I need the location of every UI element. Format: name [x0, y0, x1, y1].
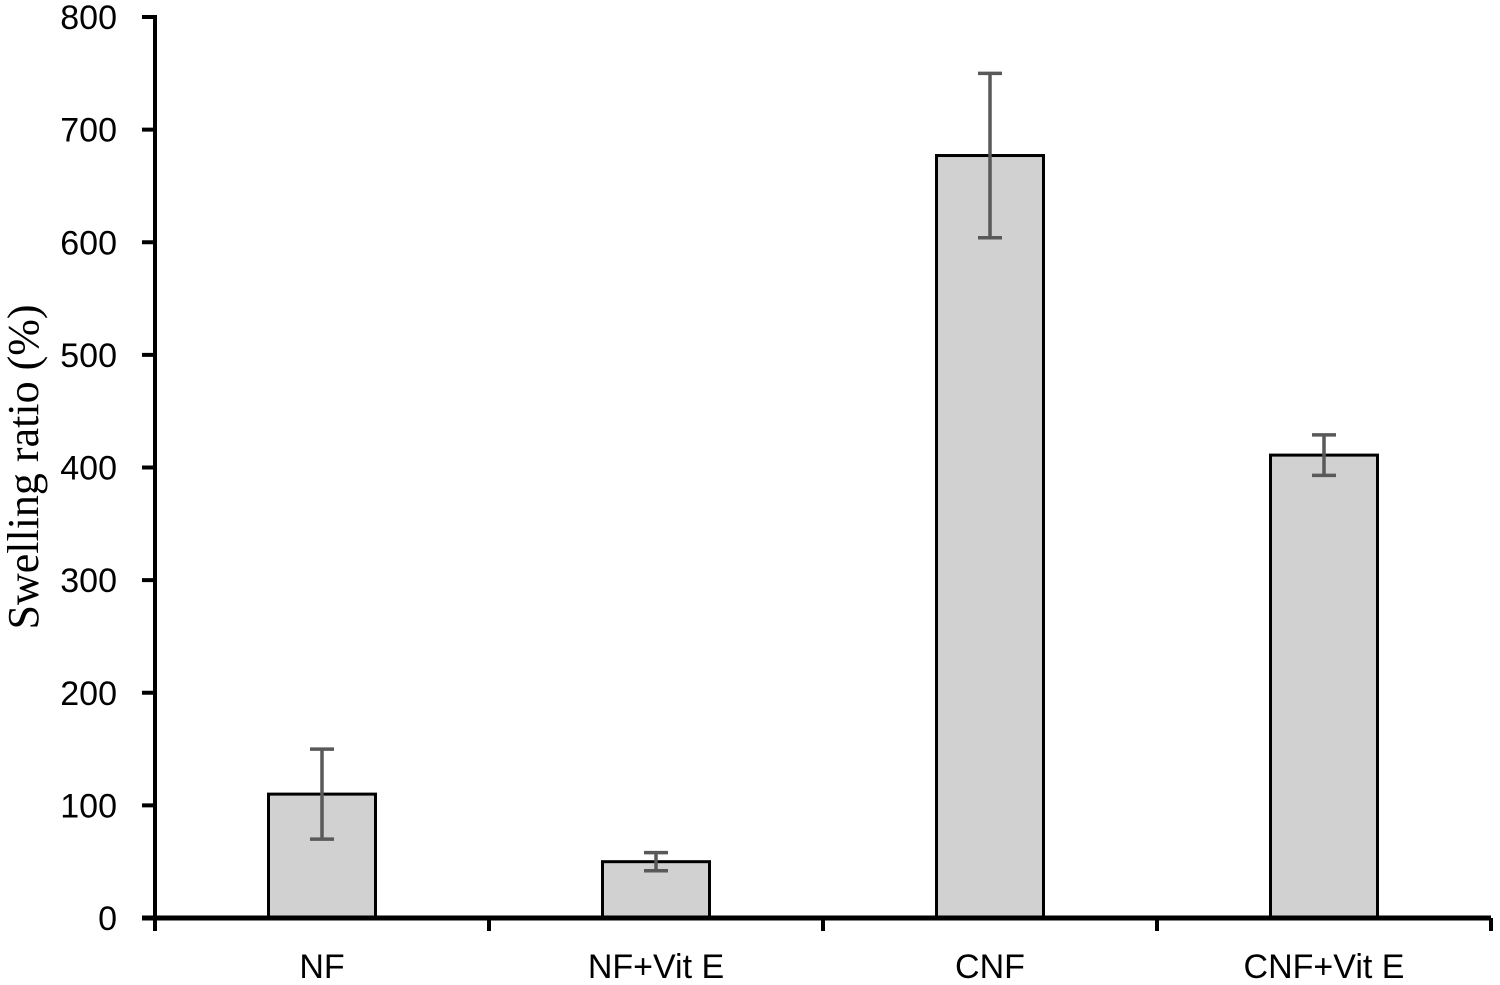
y-tick-label: 800	[60, 0, 117, 37]
bar-cnf	[935, 154, 1045, 920]
y-axis-title: Swelling ratio (%)	[0, 304, 48, 629]
y-tick-label: 100	[60, 787, 117, 825]
x-category-label-cnf: CNF	[955, 948, 1025, 985]
x-category-label-cnf-vit-e: CNF+Vit E	[1244, 948, 1405, 985]
x-category-label-nf-vit-e: NF+Vit E	[588, 948, 724, 985]
y-tick-label: 600	[60, 224, 117, 262]
y-tick-label: 700	[60, 112, 117, 150]
y-tick-label: 400	[60, 450, 117, 488]
x-category-label-nf: NF	[299, 948, 344, 985]
bar-cnf-vit-e	[1269, 453, 1379, 920]
y-tick-label: 300	[60, 562, 117, 600]
y-tick-label: 500	[60, 337, 117, 375]
y-tick-label: 0	[98, 900, 117, 938]
y-tick-label: 200	[60, 675, 117, 713]
